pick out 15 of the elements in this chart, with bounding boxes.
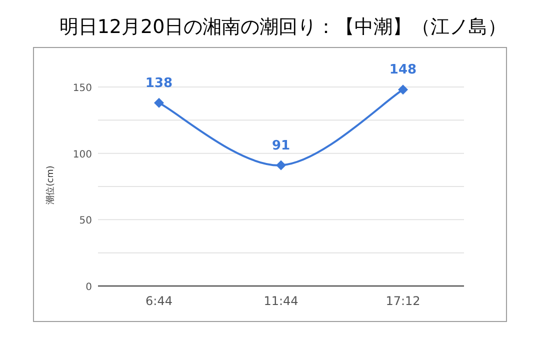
point: [398, 84, 408, 95]
y-tick-label: 50: [79, 216, 92, 227]
x-tick-label: 17:12: [386, 294, 420, 308]
data-label: 138: [145, 76, 173, 91]
point: [276, 160, 286, 170]
chart-title: 明日12月20日の湘南の潮回り：【中潮】（江ノ島）: [59, 16, 507, 38]
x-tick-label: 11:44: [264, 294, 298, 308]
y-axis-title: 潮位(cm): [45, 166, 56, 204]
y-tick-label: 0: [86, 282, 92, 293]
x-tick-label: 6:44: [146, 294, 172, 308]
point: [154, 98, 164, 108]
data-label: 91: [272, 138, 290, 154]
y-tick-label: 150: [72, 83, 92, 94]
y-tick-label: 100: [72, 149, 92, 160]
data-label: 148: [389, 62, 417, 78]
